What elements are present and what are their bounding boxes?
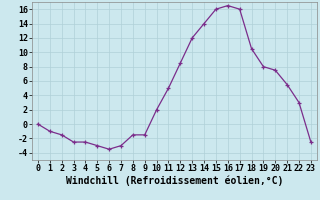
X-axis label: Windchill (Refroidissement éolien,°C): Windchill (Refroidissement éolien,°C) <box>66 176 283 186</box>
